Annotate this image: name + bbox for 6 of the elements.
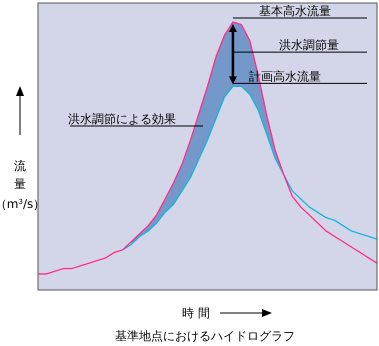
y-axis-title: 流量（m$^{3}$/s）: [0, 159, 46, 211]
text: 基準地点におけるハイドログラフ: [115, 329, 295, 343]
annotation: 洪水調節量: [278, 38, 339, 52]
annotation: 洪水調節による効果: [68, 112, 176, 126]
x-axis-title: 時 間: [182, 306, 210, 320]
series-label: 基本高水流量: [258, 4, 331, 18]
